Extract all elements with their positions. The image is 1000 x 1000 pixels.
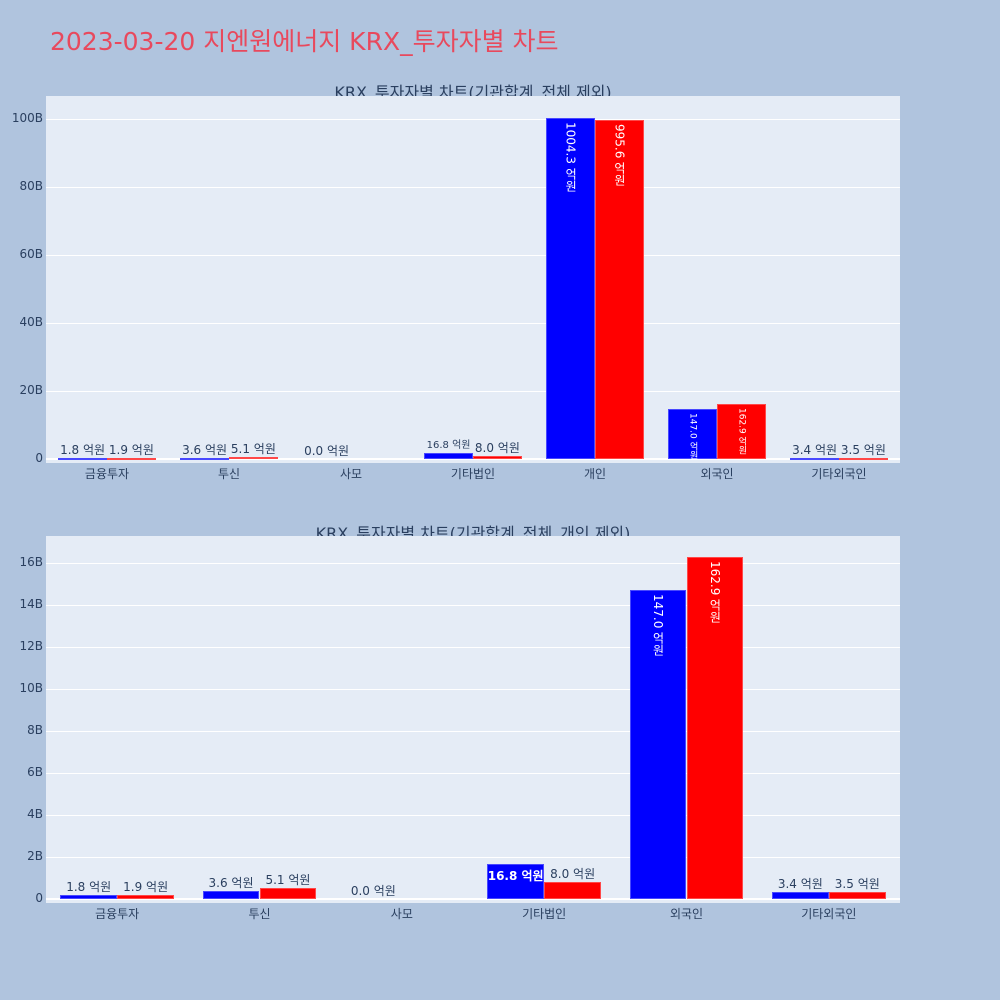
buy-bar[interactable] [790, 457, 839, 460]
buy-bar[interactable] [629, 590, 687, 899]
y-tick-label: 40B [19, 315, 43, 329]
bar-value-label: 3.6 억원 [208, 876, 254, 891]
bar-value-label: 3.4 억원 [792, 442, 838, 457]
sell-bar[interactable] [259, 888, 317, 899]
y-tick-label: 12B [19, 639, 43, 653]
y-tick-label: 10B [19, 681, 43, 695]
bar-value-label: 162.9 억원 [736, 407, 747, 455]
x-tick-label: 사모 [390, 907, 413, 921]
y-tick-label: 80B [19, 179, 43, 193]
plot-area [46, 96, 900, 463]
bar-value-label: 8.0 억원 [474, 441, 520, 456]
bar-value-label: 162.9 억원 [707, 560, 722, 624]
bar-value-label: 3.5 억원 [840, 442, 886, 457]
bar-value-label: 147.0 억원 [651, 594, 666, 657]
y-tick-label: 4B [27, 807, 43, 821]
x-tick-label: 개인 [583, 467, 607, 481]
y-tick-label: 2B [27, 849, 43, 863]
gridline [46, 647, 900, 648]
bar-value-label: 16.8 억원 [487, 868, 544, 883]
x-tick-label: 기타법인 [522, 907, 567, 921]
bar-value-label: 995.6 억원 [612, 124, 627, 187]
buy-bar[interactable] [424, 453, 473, 459]
page-title: 2023-03-20 지엔원에너지 KRX_투자자별 차트 [50, 27, 559, 56]
bar-value-label: 5.1 억원 [265, 873, 311, 888]
x-tick-label: 외국인 [700, 467, 734, 481]
buy-bar[interactable] [487, 863, 545, 899]
buy-bar[interactable] [202, 891, 260, 899]
x-tick-label: 외국인 [669, 907, 704, 921]
gridline [46, 731, 900, 732]
gridline [46, 563, 900, 564]
y-tick-label: 20B [19, 383, 43, 397]
x-tick-label: 금융투자 [84, 467, 130, 481]
x-tick-label: 기타외국인 [811, 467, 867, 481]
y-tick-label: 16B [19, 555, 43, 569]
gridline [46, 605, 900, 606]
x-tick-label: 기타외국인 [801, 907, 857, 921]
gridline [46, 391, 900, 392]
bar-value-label: 0.0 억원 [350, 884, 396, 898]
bar-value-label: 16.8 억원 [426, 440, 471, 452]
gridline [46, 857, 900, 858]
bar-value-label: 5.1 억원 [230, 442, 276, 457]
bar-value-label: 147.0 억원 [687, 413, 698, 460]
sell-bar[interactable] [544, 882, 602, 899]
y-tick-label: 0 [35, 891, 43, 905]
sell-bar[interactable] [828, 891, 886, 899]
buy-bar[interactable] [58, 457, 107, 460]
sell-bar[interactable] [229, 457, 278, 460]
x-tick-label: 금융투자 [95, 907, 140, 921]
buy-bar[interactable] [60, 895, 118, 899]
sell-bar[interactable] [839, 457, 888, 460]
bar-value-label: 1004.3 억원 [563, 121, 578, 192]
gridline [46, 187, 900, 188]
gridline [46, 773, 900, 774]
buy-bar[interactable] [546, 117, 595, 459]
x-tick-label: 사모 [339, 467, 363, 481]
gridline [46, 689, 900, 690]
sell-bar[interactable] [686, 556, 744, 899]
gridline [46, 323, 900, 324]
sell-bar[interactable] [717, 403, 766, 459]
gridline [46, 255, 900, 256]
y-tick-label: 60B [19, 247, 43, 261]
x-tick-label: 기타법인 [450, 467, 496, 481]
bar-value-label: 0.0 억원 [304, 444, 350, 458]
bar-value-label: 1.8 억원 [60, 442, 106, 457]
x-tick-label: 투신 [248, 907, 271, 921]
gridline [46, 119, 900, 120]
buy-bar[interactable] [668, 409, 717, 459]
y-tick-label: 8B [27, 723, 43, 737]
bar-value-label: 3.5 억원 [834, 876, 880, 891]
y-tick-label: 14B [19, 597, 43, 611]
bar-value-label: 3.6 억원 [182, 442, 228, 457]
buy-bar[interactable] [771, 891, 829, 899]
bar-value-label: 3.4 억원 [777, 876, 823, 891]
gridline [46, 898, 900, 900]
sell-bar[interactable] [595, 120, 644, 459]
x-tick-label: 투신 [217, 467, 241, 481]
buy-bar[interactable] [180, 457, 229, 460]
plot-area [46, 536, 900, 903]
sell-bar[interactable] [473, 456, 522, 459]
sell-bar[interactable] [117, 895, 175, 899]
sell-bar[interactable] [107, 457, 156, 460]
gridline [46, 458, 900, 460]
bar-value-label: 1.9 억원 [123, 880, 169, 894]
y-tick-label: 100B [11, 111, 43, 125]
bar-value-label: 8.0 억원 [550, 867, 596, 882]
gridline [46, 815, 900, 816]
bar-value-label: 1.9 억원 [108, 442, 154, 457]
y-tick-label: 0 [35, 451, 43, 465]
y-tick-label: 6B [27, 765, 43, 779]
bar-value-label: 1.8 억원 [66, 880, 112, 895]
